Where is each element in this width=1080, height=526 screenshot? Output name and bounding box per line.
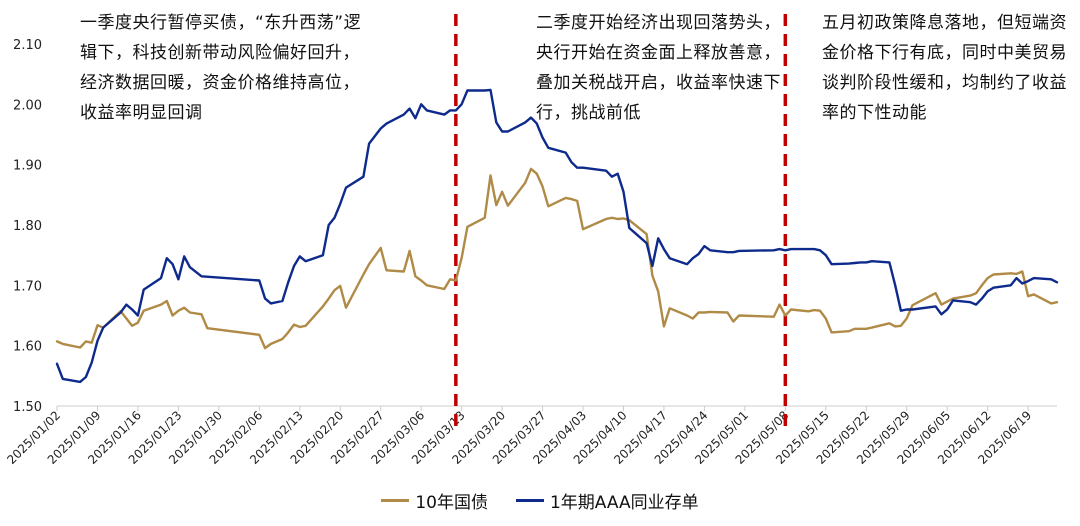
legend-item-ncd1y: 1年期AAA同业存单 [515, 488, 699, 513]
annotation-q2: 二季度开始经济出现回落势头，央行开始在资金面上释放善意，叠加关税战开启，收益率快… [536, 13, 781, 123]
series-lines [55, 88, 1059, 384]
legend: 10年国债 1年期AAA同业存单 [0, 488, 1080, 513]
legend-item-cgb10: 10年国债 [381, 488, 488, 513]
y-tick-label: 1.60 [13, 340, 42, 355]
series-line-ncd1y [55, 88, 1059, 384]
y-tick-label: 1.50 [13, 400, 42, 415]
series-line-cgb10 [55, 167, 1059, 350]
y-tick-label: 1.90 [13, 159, 42, 174]
y-axis: 1.50 1.60 1.70 1.80 1.90 2.00 2.10 [13, 38, 42, 415]
legend-swatch-ncd1y [515, 498, 544, 502]
x-axis: 2025/01/022025/01/092025/01/162025/01/23… [4, 405, 1057, 467]
annotation-q1: 一季度央行暂停买债，“东升西荡”逻辑下，科技创新带动风险偏好回升，经济数据回暖，… [80, 13, 362, 123]
legend-label-cgb10: 10年国债 [415, 492, 488, 513]
legend-swatch-cgb10 [381, 498, 410, 502]
y-tick-label: 2.10 [13, 38, 42, 53]
annotation-may: 五月初政策降息落地，但短端资金价格下行有底，同时中美贸易谈判阶段性缓和，均制约了… [822, 13, 1067, 123]
y-tick-label: 1.70 [13, 279, 42, 294]
period-dividers [454, 14, 788, 428]
legend-label-ncd1y: 1年期AAA同业存单 [549, 492, 699, 513]
y-tick-label: 1.80 [13, 219, 42, 234]
y-tick-label: 2.00 [13, 98, 42, 113]
